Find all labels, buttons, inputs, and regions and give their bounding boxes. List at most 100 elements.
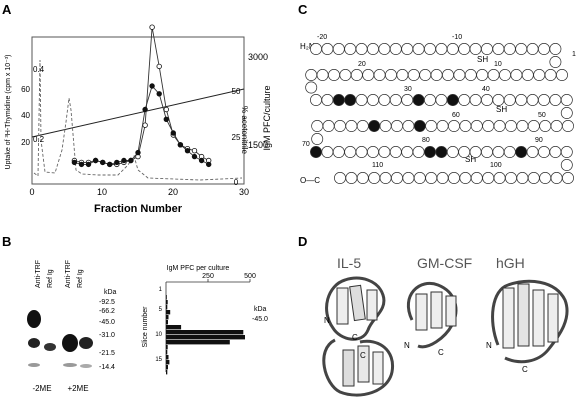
amino-acid-bead [391,172,403,184]
amino-acid-bead [560,107,573,119]
panel-a-series-line [74,27,209,165]
amino-acid-bead [385,69,397,81]
amino-acid-bead [344,146,357,158]
amino-acid-bead [436,172,449,184]
amino-acid-bead [492,146,505,158]
amino-acid-bead [356,172,369,184]
amino-acid-bead [544,69,557,81]
amino-acid-bead [316,69,329,81]
amino-acid-bead [549,56,562,68]
gmcsf-helix [415,293,428,331]
hgh-c-label: C [522,365,528,374]
amino-acid-bead [539,120,552,132]
amino-acid-bead [435,146,448,158]
gel-band [28,338,40,348]
panel-a-series-group [71,24,212,168]
amino-acid-bead [446,94,459,106]
bar-chart-bar [166,320,168,325]
sequence-position-label: 90 [535,137,543,144]
hgh-loop [491,279,569,364]
bar-chart-bar [166,370,168,375]
amino-acid-bead [378,146,391,158]
amino-acid-bead [481,94,493,106]
sequence-beads [305,43,574,184]
amino-acid-bead [482,120,495,132]
panel-a-filled-point [92,157,99,164]
il5-loop [325,276,386,341]
panel-a-filled-point [170,130,176,136]
amino-acid-bead [481,43,493,55]
panel-a-acn-tick: 0 [234,178,239,187]
amino-acid-bead [345,172,358,184]
bar-chart-slice-tick: 10 [155,332,162,338]
amino-acid-bead [562,172,574,184]
amino-acid-bead [446,43,459,55]
panel-b-letter: B [2,234,11,249]
gmcsf-c-label: C [438,348,444,357]
amino-acid-bead [321,43,334,55]
amino-acid-bead [345,120,358,132]
gmcsf-helix [445,295,457,327]
amino-acid-bead [526,146,539,158]
panel-a-filled-point [78,161,85,168]
hgh-helix [517,283,530,347]
amino-acid-bead [515,43,528,55]
panel-a-open-point [156,63,162,70]
il5-helix [366,289,378,321]
amino-acid-bead [453,69,466,81]
hgh-helix [532,289,545,347]
amino-acid-bead [344,43,357,55]
il5-ribbon: N C C [322,276,395,397]
panel-a-right-tick: 3000 [248,52,268,62]
panel-a-left-tick: 40 [21,111,30,120]
amino-acid-bead [379,172,392,184]
amino-acid-bead [311,120,324,132]
gel-band [28,363,40,367]
panel-a-filled-point [198,157,205,164]
structure-title: GM-CSF [417,255,472,271]
sequence-position-label: -20 [317,34,327,41]
amino-acid-bead [562,120,574,132]
amino-acid-bead [493,172,506,184]
bar-chart-bar [166,360,170,365]
panel-a-filled-point [205,161,212,168]
amino-acid-bead [448,120,460,132]
amino-acid-bead [412,146,425,158]
panel-a-right-tick: 1500 [248,140,268,150]
panel-a-filled-point [135,149,141,156]
panel-a-filled-point [142,106,148,113]
gel-kda-header: kDa [104,289,117,296]
amino-acid-bead [442,69,454,81]
gel-lane-label: Ref Ig [47,269,54,288]
il5-helix [357,345,370,383]
amino-acid-bead [424,94,436,106]
panel-a-left-axis-label: Uptake of ³H-Thymidine (cpm x 10⁻³) [5,55,12,170]
panel-a-right-axis-label: IgM PFC/culture [262,85,272,150]
amino-acid-bead [560,159,573,171]
amino-acid-bead [515,146,528,158]
amino-acid-bead [556,69,568,81]
panel-a-xlabel: Fraction Number [94,203,183,215]
panel-a-acetonitrile-label: % acetonitrile [240,106,249,155]
gel-lane-label: Anti-TRF [65,260,72,288]
gel-lane-label: Ref Ig [77,269,84,288]
amino-acid-bead [515,94,528,106]
bar-chart-bar [166,340,230,345]
amino-acid-bead [469,146,482,158]
amino-acid-bead [321,94,334,106]
panel-a-filled-point [191,153,198,160]
gel-marker: -14.4 [99,364,115,371]
amino-acid-bead [470,172,483,184]
bar-chart-bar [166,365,168,370]
panel-a-filled-point [121,157,127,164]
amino-acid-bead [310,94,322,106]
sequence-position-label: 50 [538,112,546,119]
amino-acid-bead [356,120,369,132]
bar-chart-slice-tick: 5 [159,307,163,313]
panel-b-gel: Anti-TRF Ref Ig Anti-TRF Ref Ig kDa -92.… [27,260,117,393]
amino-acid-bead [425,172,438,184]
bar-chart-bar [166,315,169,320]
bar-chart-bar [166,310,171,315]
amino-acid-bead [436,120,449,132]
amino-acid-bead [305,81,318,94]
